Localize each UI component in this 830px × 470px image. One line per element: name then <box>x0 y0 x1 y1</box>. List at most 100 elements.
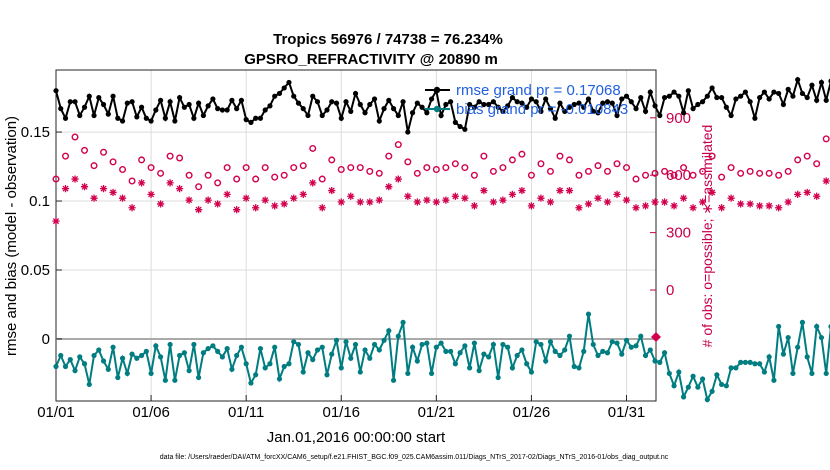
bias-point-28 <box>186 368 192 374</box>
rmse-point-104 <box>547 106 554 112</box>
obs-assimilated-point-118 <box>613 190 621 198</box>
rmse-point-112 <box>585 96 592 102</box>
rmse-point-143 <box>733 96 739 102</box>
bias-point-64 <box>357 369 363 375</box>
obs-assimilated-point-124 <box>641 202 650 210</box>
rmse-point-66 <box>367 101 373 108</box>
obs-possible-point-116 <box>604 167 612 175</box>
obs-possible-point-60 <box>337 165 345 173</box>
obs-assimilated-point-62 <box>347 192 355 200</box>
obs-assimilated-point-24 <box>166 179 174 187</box>
bias-point-65 <box>362 347 368 353</box>
bias-point-14 <box>119 355 126 361</box>
y-axis-label: rmse and bias (model - observation) <box>3 116 20 356</box>
rmse-point-121 <box>628 99 634 105</box>
bias-point-83 <box>448 348 454 354</box>
rmse-point-3 <box>67 99 73 105</box>
obs-assimilated-point-140 <box>718 204 726 212</box>
rmse-point-18 <box>138 104 145 110</box>
rmse-point-24 <box>167 99 173 105</box>
x-tick-label-3: 01/16 <box>322 404 360 421</box>
obs-possible-point-34 <box>214 179 222 187</box>
obs-possible-point-142 <box>727 164 735 172</box>
x-tick-label-1: 01/06 <box>132 404 170 421</box>
obs-assimilated-point-60 <box>337 198 345 206</box>
obs-possible-point-0 <box>52 175 60 183</box>
bias-point-40 <box>243 361 249 367</box>
obs-possible-point-72 <box>394 141 402 149</box>
rmse-point-21 <box>153 107 159 113</box>
rmse-point-45 <box>267 103 273 109</box>
obs-assimilated-point-82 <box>442 196 450 204</box>
bias-point-76 <box>414 358 420 364</box>
bias-point-107 <box>562 347 568 353</box>
obs-possible-point-36 <box>223 164 231 172</box>
obs-possible-point-106 <box>556 152 564 160</box>
bias-point-84 <box>452 361 458 367</box>
rmse-point-145 <box>742 89 748 95</box>
obs-possible-point-136 <box>699 167 707 175</box>
rmse-point-136 <box>699 99 706 105</box>
rmse-point-107 <box>562 108 568 114</box>
bias-point-137 <box>704 397 710 403</box>
rmse-point-61 <box>343 99 349 105</box>
rmse-point-84 <box>452 119 458 126</box>
bias-point-82 <box>443 348 449 354</box>
rmse-point-35 <box>219 107 226 113</box>
rmse-point-154 <box>785 86 791 92</box>
obs-possible-point-122 <box>632 175 640 183</box>
bias-point-42 <box>253 372 259 378</box>
rmse-point-102 <box>538 108 544 114</box>
bias-point-112 <box>585 311 592 317</box>
obs-assimilated-point-6 <box>80 183 89 191</box>
obs-possible-point-146 <box>746 167 754 175</box>
bias-point-35 <box>219 354 226 360</box>
rmse-point-16 <box>129 99 135 105</box>
obs-possible-point-158 <box>803 152 811 160</box>
rmse-point-74 <box>405 129 411 135</box>
rmse-point-98 <box>519 100 525 106</box>
y-right-tick-label-3: 900 <box>666 110 691 127</box>
bias-point-52 <box>300 369 306 375</box>
rmse-point-95 <box>505 103 511 109</box>
obs-possible-point-68 <box>375 169 383 177</box>
obs-assimilated-point-48 <box>280 200 288 208</box>
bias-point-109 <box>571 363 577 370</box>
obs-assimilated-point-116 <box>603 198 612 206</box>
x-tick-label-5: 01/26 <box>513 404 551 421</box>
obs-possible-point-20 <box>147 164 155 172</box>
obs-assimilated-point-136 <box>698 198 707 206</box>
y-tick-label-3: 0.15 <box>21 124 50 141</box>
obs-possible-point-154 <box>784 167 792 175</box>
rmse-point-123 <box>638 94 644 101</box>
obs-possible-point-14 <box>119 165 127 173</box>
obs-assimilated-point-92 <box>489 198 498 206</box>
rmse-point-129 <box>666 93 672 99</box>
bias-point-128 <box>661 350 668 356</box>
rmse-point-26 <box>177 94 183 101</box>
bias-point-98 <box>519 347 525 353</box>
bias-point-80 <box>433 344 439 350</box>
rmse-point-48 <box>281 85 287 91</box>
rmse-point-9 <box>96 94 102 101</box>
obs-assimilated-point-94 <box>499 196 507 204</box>
obs-possible-point-42 <box>252 175 260 183</box>
obs-possible-point-134 <box>689 171 697 179</box>
obs-assimilated-point-80 <box>432 198 440 206</box>
bias-point-120 <box>623 337 630 343</box>
rmse-point-90 <box>481 101 487 108</box>
obs-assimilated-point-106 <box>556 186 564 195</box>
obs-possible-point-124 <box>642 171 650 179</box>
rmse-point-67 <box>371 96 378 102</box>
bias-point-138 <box>709 388 715 394</box>
legend-rmse-marker <box>433 86 441 94</box>
obs-assimilated-point-90 <box>480 186 488 195</box>
obs-possible-point-80 <box>432 165 440 173</box>
bias-point-62 <box>348 355 354 361</box>
obs-assimilated-point-34 <box>214 200 222 208</box>
bias-point-154 <box>785 334 791 341</box>
x-axis-label: Jan.01,2016 00:00:00 start <box>267 429 446 446</box>
obs-possible-point-12 <box>109 158 117 166</box>
bias-point-132 <box>680 394 687 400</box>
